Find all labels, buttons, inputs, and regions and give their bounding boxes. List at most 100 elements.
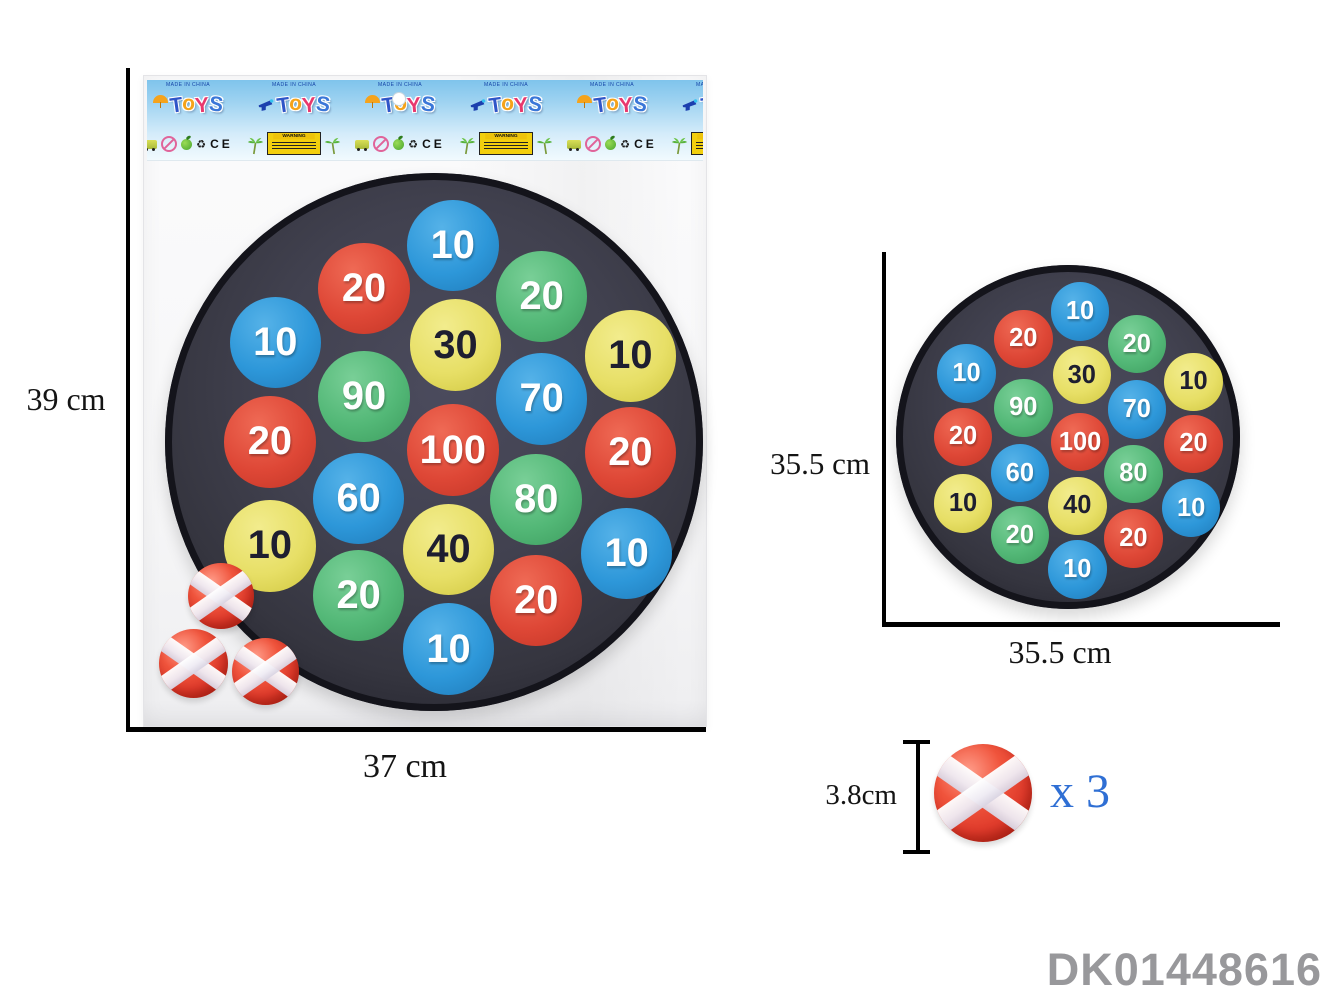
score-target-80: 80 — [1104, 444, 1163, 504]
score-target-40: 40 — [402, 503, 495, 596]
score-target-20: 20 — [495, 251, 588, 343]
palm-tree-icon — [459, 137, 476, 155]
score-target-20: 20 — [994, 309, 1053, 369]
recycle-icon: ♻ — [408, 137, 419, 151]
palm-tree-icon — [247, 137, 264, 155]
sticky-ball — [159, 629, 228, 698]
made-in-china-text: MADE IN CHINA — [271, 82, 317, 88]
made-in-china-text: MADE IN CHINA — [695, 82, 703, 88]
score-target-20: 20 — [224, 396, 316, 488]
toys-logo: ToYS — [275, 90, 333, 118]
score-target-30: 30 — [409, 299, 502, 391]
water-gun-icon — [258, 98, 273, 111]
header-half-warning: MADE IN CHINA ToYS WARNING — [453, 80, 559, 160]
score-target-10: 10 — [1164, 352, 1223, 412]
umbrella-icon — [576, 95, 592, 108]
package-width-label: 37 cm — [362, 748, 448, 785]
umbrella-icon — [152, 95, 168, 108]
water-gun-icon — [682, 98, 697, 111]
bus-icon — [567, 139, 582, 151]
warning-label: WARNING — [691, 132, 703, 155]
score-target-70: 70 — [1107, 380, 1167, 439]
no-children-icon — [373, 136, 390, 152]
score-target-70: 70 — [495, 353, 588, 445]
no-children-icon — [585, 136, 602, 152]
score-target-20: 20 — [1104, 509, 1163, 568]
header-pattern-unit: MADE IN CHINA ToYS WARNING — [453, 80, 665, 160]
header-half-warning: MADE IN CHINA ToYS WARNING — [241, 80, 347, 160]
dimension-tick-top — [903, 740, 930, 744]
toys-logo: ToYS — [487, 90, 545, 118]
score-target-10: 10 — [229, 296, 321, 389]
score-target-80: 80 — [490, 453, 582, 546]
score-target-10: 10 — [402, 603, 495, 695]
score-target-20: 20 — [318, 242, 410, 335]
made-in-china-text: MADE IN CHINA — [165, 82, 211, 88]
score-target-10: 10 — [584, 310, 677, 402]
package-height-label: 39 cm — [26, 381, 106, 417]
board-width-label: 35.5 cm — [1008, 634, 1112, 670]
ce-mark: CE — [210, 137, 233, 151]
dimension-line-package-width — [126, 727, 706, 732]
score-target-90: 90 — [318, 350, 410, 442]
made-in-china-text: MADE IN CHINA — [377, 82, 423, 88]
header-half-icons: MADE IN CHINA ToYS ♻ CE — [559, 80, 665, 160]
apple-icon — [393, 138, 405, 150]
hang-hole — [392, 92, 406, 106]
sticky-ball — [934, 744, 1032, 842]
score-target-20: 20 — [1164, 414, 1223, 474]
recycle-icon: ♻ — [196, 137, 207, 151]
score-target-60: 60 — [990, 443, 1050, 503]
toys-logo: ToYS — [592, 90, 650, 118]
bus-icon — [355, 139, 370, 151]
dimension-line-board-height — [882, 252, 886, 626]
score-target-10: 10 — [407, 199, 499, 292]
toys-logo: ToYS — [699, 92, 703, 118]
toys-logo: ToYS — [168, 90, 226, 118]
score-target-10: 10 — [1161, 478, 1221, 538]
no-children-icon — [161, 136, 178, 152]
sticky-ball — [188, 563, 254, 629]
header-pattern-unit: MADE IN CHINA ToYS WARNING — [241, 80, 453, 160]
score-target-90: 90 — [994, 378, 1053, 437]
score-target-100: 100 — [407, 404, 499, 496]
score-target-10: 10 — [933, 474, 993, 533]
score-target-20: 20 — [584, 407, 677, 499]
apple-icon — [181, 138, 193, 150]
made-in-china-text: MADE IN CHINA — [483, 82, 529, 88]
water-gun-icon — [470, 98, 485, 111]
header-half-warning: MADE IN CHINA ToYS WARNING — [665, 80, 703, 160]
dimension-tick-bottom — [903, 850, 930, 854]
palm-tree-icon — [536, 137, 553, 155]
score-target-20: 20 — [1107, 314, 1167, 374]
ce-mark: CE — [634, 137, 657, 151]
sticky-ball — [232, 638, 299, 705]
ball-quantity-label: x 3 — [1050, 765, 1110, 818]
header-half-icons: MADE IN CHINA ToYS ♻ CE — [147, 80, 241, 160]
ball-diameter-label: 3.8cm — [825, 779, 897, 811]
warning-label: WARNING — [479, 132, 533, 155]
palm-tree-icon — [671, 137, 688, 155]
header-pattern-unit: MADE IN CHINA ToYS WARNING — [147, 80, 241, 160]
dimension-line-package-height — [126, 68, 130, 730]
score-target-20: 20 — [933, 407, 993, 467]
dimension-line-board-width — [882, 622, 1280, 627]
product-code: DK01448616 — [1046, 944, 1322, 995]
umbrella-icon — [364, 95, 380, 108]
score-target-10: 10 — [937, 344, 996, 403]
score-target-30: 30 — [1052, 345, 1111, 405]
header-pattern-unit: MADE IN CHINA ToYS WARNING — [665, 80, 703, 160]
header-half-icons: MADE IN CHINA ToYS ♻ CE — [347, 80, 453, 160]
dartboard-small: 10 20 20 10 30 10 90 70 20 100 20 60 80 10 40 10 20 20 10 — [896, 265, 1240, 609]
score-target-10: 10 — [1048, 540, 1107, 599]
recycle-icon: ♻ — [620, 137, 631, 151]
score-target-10: 10 — [1050, 282, 1110, 341]
warning-label: WARNING — [267, 132, 321, 155]
toys-logo: ToYS — [380, 91, 438, 118]
ce-mark: CE — [422, 137, 445, 151]
made-in-china-text: MADE IN CHINA — [589, 82, 635, 88]
score-target-20: 20 — [312, 549, 405, 642]
apple-icon — [605, 138, 617, 150]
score-target-40: 40 — [1048, 476, 1107, 536]
